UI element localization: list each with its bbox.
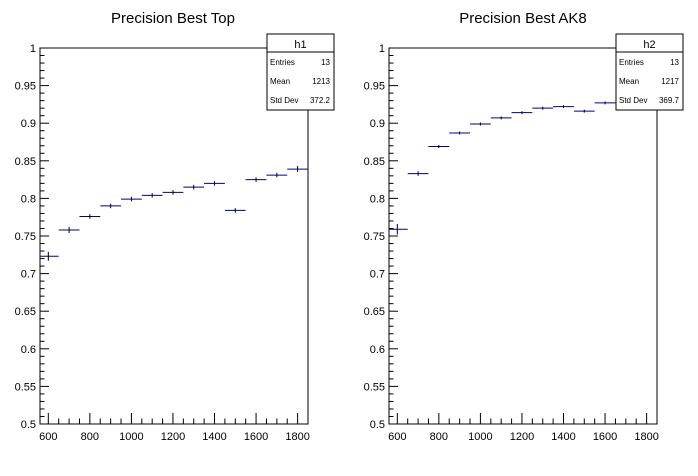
chart-title: Precision Best AK8: [459, 10, 587, 27]
stats-value: 1213: [312, 77, 330, 86]
stats-label: Std Dev: [270, 96, 298, 105]
data-point: [573, 109, 595, 113]
x-tick-label: 1400: [202, 431, 226, 443]
stats-value: 13: [670, 58, 679, 67]
stats-histogram-name: h1: [294, 39, 306, 51]
data-point: [183, 184, 205, 190]
y-tick-label: 0.65: [15, 306, 36, 318]
stats-label: Entries: [270, 58, 295, 67]
y-tick-label: 0.7: [21, 269, 36, 281]
y-tick-label: 0.85: [364, 156, 385, 168]
stats-label: Mean: [270, 77, 290, 86]
stats-box: h2 Entries 13 Mean 1217 Std Dev 369.7: [615, 33, 684, 111]
data-point: [428, 145, 450, 149]
y-tick-label: 0.6: [370, 344, 385, 356]
x-tick-label: 1600: [593, 431, 617, 443]
chart-panel-precision-best-top: Precision Best Top 0.5 0.55 0.6 0.65 0.7 0.75 0…: [15, 10, 335, 443]
y-tick-label: 0.8: [21, 193, 36, 205]
y-tick-label: 0.75: [364, 231, 385, 243]
data-point: [389, 223, 408, 235]
stats-label: Std Dev: [619, 96, 647, 105]
stats-histogram-name: h2: [643, 39, 655, 51]
stats-label: Mean: [619, 77, 639, 86]
y-tick-label: 0.95: [15, 81, 36, 93]
data-point: [58, 226, 80, 233]
y-tick-label: 1: [379, 43, 385, 55]
x-tick-label: 800: [430, 431, 448, 443]
data-point: [141, 193, 163, 198]
y-tick-label: 0.5: [370, 419, 385, 431]
y-tick-label: 0.7: [370, 269, 385, 281]
stats-value: 369.7: [659, 96, 680, 105]
stats-value: 1217: [661, 77, 679, 86]
data-point: [594, 101, 616, 105]
y-tick-label: 0.95: [364, 81, 385, 93]
data-point: [162, 190, 184, 195]
y-tick-label: 0.9: [21, 118, 36, 130]
x-tick-label: 1800: [285, 431, 309, 443]
data-point: [40, 251, 59, 261]
x-tick-label: 1200: [510, 431, 534, 443]
x-tick-label: 600: [39, 431, 57, 443]
y-tick-label: 0.55: [364, 381, 385, 393]
x-tick-label: 600: [388, 431, 406, 443]
data-point: [490, 116, 512, 120]
x-tick-label: 1600: [244, 431, 268, 443]
x-tick-label: 1800: [634, 431, 658, 443]
data-point: [245, 177, 267, 182]
y-tick-label: 0.55: [15, 381, 36, 393]
x-tick-label: 1200: [161, 431, 185, 443]
data-point: [287, 166, 308, 173]
stats-label: Entries: [619, 58, 644, 67]
x-tick-label: 800: [81, 431, 99, 443]
y-tick-label: 0.9: [370, 118, 385, 130]
x-tick-label: 1000: [468, 431, 492, 443]
chart-panel-precision-best-ak8: Precision Best AK8 0.5 0.55 0.6 0.65 0.7 0.75 0…: [364, 10, 684, 443]
y-tick-label: 0.6: [21, 344, 36, 356]
data-point: [204, 181, 225, 186]
y-tick-label: 0.85: [15, 156, 36, 168]
y-tick-label: 1: [30, 43, 36, 55]
data-point: [553, 105, 574, 109]
data-point: [449, 131, 471, 135]
y-tick-label: 0.5: [21, 419, 36, 431]
chart-title: Precision Best Top: [111, 10, 235, 27]
data-point: [121, 196, 142, 202]
stats-box: h1 Entries 13 Mean 1213 Std Dev 372.2: [266, 33, 335, 111]
y-tick-label: 0.8: [370, 193, 385, 205]
x-tick-label: 1400: [551, 431, 575, 443]
x-tick-label: 1000: [119, 431, 143, 443]
y-tick-label: 0.75: [15, 231, 36, 243]
stats-value: 372.2: [310, 96, 331, 105]
data-point: [100, 203, 122, 209]
data-point: [79, 214, 101, 219]
data-point: [470, 122, 491, 126]
data-point: [407, 171, 429, 176]
data-point: [224, 208, 246, 213]
data-point: [511, 111, 533, 115]
data-point: [266, 172, 288, 178]
y-tick-label: 0.65: [364, 306, 385, 318]
stats-value: 13: [321, 58, 330, 67]
data-point: [532, 106, 554, 110]
